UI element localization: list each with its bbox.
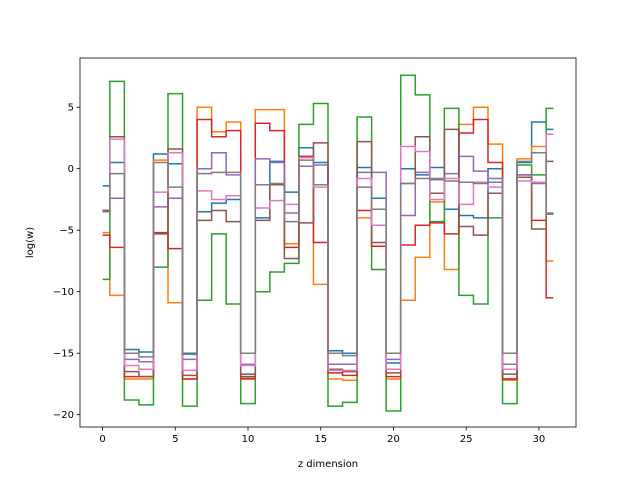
y-tick-label: −20	[53, 410, 74, 421]
y-tick-label: −15	[53, 349, 74, 360]
x-axis: 0 5 10 15 20 25 30	[99, 427, 545, 445]
y-axis-label: log(w)	[25, 227, 36, 258]
x-tick-label: 10	[242, 434, 255, 445]
series-line-5	[102, 151, 554, 366]
y-tick-label: 5	[68, 103, 74, 114]
plot-frame	[79, 57, 577, 428]
x-tick-label: 30	[533, 434, 546, 445]
y-axis: −20 −15 −10 −5 0 5	[53, 103, 80, 421]
x-tick-label: 20	[387, 434, 400, 445]
series-layer	[102, 74, 554, 412]
y-tick-label: −5	[59, 226, 74, 237]
series-line-8	[102, 151, 554, 358]
x-tick-label: 25	[460, 434, 473, 445]
x-tick-label: 5	[172, 434, 178, 445]
x-tick-label: 0	[99, 434, 105, 445]
y-tick-label: 0	[68, 164, 74, 175]
x-axis-label: z dimension	[298, 459, 358, 470]
x-tick-label: 15	[314, 434, 327, 445]
y-tick-label: −10	[53, 287, 74, 298]
